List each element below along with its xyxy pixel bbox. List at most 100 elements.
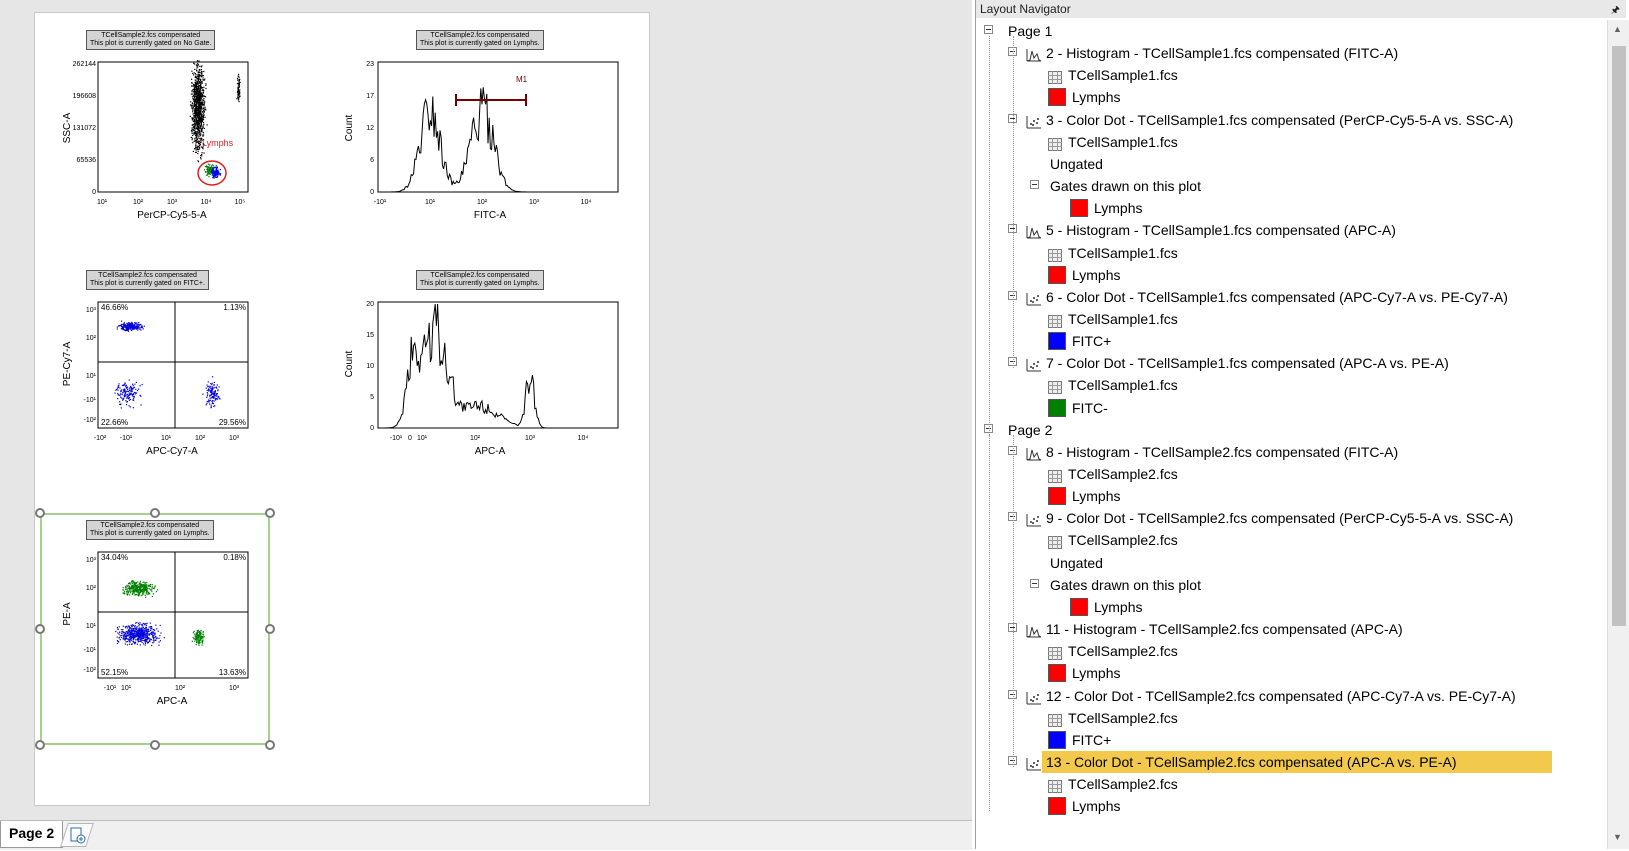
tree-text-node[interactable]: Ungated <box>976 153 1576 175</box>
tree-gate-node[interactable]: Lymphs <box>976 485 1576 507</box>
collapse-toggle-icon[interactable] <box>1008 689 1017 699</box>
event-dot <box>197 160 199 162</box>
event-dot <box>138 636 140 638</box>
event-dot <box>194 87 196 90</box>
tree-gate-group[interactable]: Gates drawn on this plot <box>976 574 1576 596</box>
tree-data-node[interactable]: TCellSample1.fcs <box>976 64 1576 86</box>
collapse-toggle-icon[interactable] <box>1008 224 1017 234</box>
resize-handle-bottom[interactable] <box>150 740 160 750</box>
vertical-scrollbar[interactable]: ▲ ▼ <box>1607 20 1629 849</box>
event-dot <box>216 384 218 386</box>
event-dot <box>197 89 199 91</box>
tree-gate-node[interactable]: Lymphs <box>976 662 1576 684</box>
resize-handle-right[interactable] <box>265 624 275 634</box>
event-dot <box>143 591 145 593</box>
resize-handle-left[interactable] <box>35 624 45 634</box>
tree-gate-node[interactable]: Lymphs <box>976 596 1576 618</box>
tree-data-node[interactable]: TCellSample2.fcs <box>976 463 1576 485</box>
event-dot <box>131 324 133 327</box>
tree-plot-node[interactable]: 5 - Histogram - TCellSample1.fcs compens… <box>976 219 1576 241</box>
tree-plot-node[interactable]: 7 - Color Dot - TCellSample1.fcs compens… <box>976 352 1576 374</box>
collapse-toggle-icon[interactable] <box>1030 578 1039 588</box>
event-dot <box>154 639 156 641</box>
tree-page-node[interactable]: Page 2 <box>976 419 1576 441</box>
tree-plot-node[interactable]: 3 - Color Dot - TCellSample1.fcs compens… <box>976 109 1576 131</box>
pin-icon[interactable]: 🖈 <box>1610 5 1620 16</box>
add-page-button[interactable] <box>60 823 94 847</box>
event-dot <box>197 631 199 633</box>
collapse-toggle-icon[interactable] <box>1008 113 1017 123</box>
event-dot <box>211 384 213 386</box>
event-dot <box>198 77 200 79</box>
scroll-thumb[interactable] <box>1612 46 1626 626</box>
collapse-toggle-icon[interactable] <box>1008 290 1017 300</box>
event-dot <box>196 122 198 124</box>
collapse-toggle-icon[interactable] <box>1008 47 1017 57</box>
tree-connector <box>989 36 990 435</box>
event-dot <box>196 642 198 644</box>
resize-handle-top-right[interactable] <box>265 508 275 518</box>
tree-gate-node[interactable]: FITC- <box>976 397 1576 419</box>
collapse-toggle-icon[interactable] <box>1008 357 1017 367</box>
collapse-toggle-icon[interactable] <box>1008 623 1017 633</box>
tree-plot-node[interactable]: 11 - Histogram - TCellSample2.fcs compen… <box>976 618 1576 640</box>
tree-data-node[interactable]: TCellSample2.fcs <box>976 529 1576 551</box>
tree-plot-node[interactable]: 8 - Histogram - TCellSample2.fcs compens… <box>976 441 1576 463</box>
layout-canvas[interactable]: TCellSample2.fcs compensated This plot i… <box>0 0 972 820</box>
event-dot <box>118 383 120 385</box>
resize-handle-top[interactable] <box>150 508 160 518</box>
tree-gate-node[interactable]: FITC+ <box>976 330 1576 352</box>
event-dot <box>197 635 199 637</box>
scroll-up-icon[interactable]: ▲ <box>1613 24 1622 34</box>
event-dot <box>199 85 201 87</box>
collapse-toggle-icon[interactable] <box>984 25 993 34</box>
event-dot <box>214 397 216 399</box>
tree-plot-node[interactable]: 9 - Color Dot - TCellSample2.fcs compens… <box>976 507 1576 529</box>
tree-gate-node[interactable]: Lymphs <box>976 86 1576 108</box>
resize-handle-top-left[interactable] <box>35 508 45 518</box>
event-dot <box>128 328 130 330</box>
event-dot <box>125 641 127 643</box>
event-dot <box>201 128 203 130</box>
tree-plot-node[interactable]: 6 - Color Dot - TCellSample1.fcs compens… <box>976 286 1576 308</box>
resize-handle-bottom-left[interactable] <box>35 740 45 750</box>
tree-data-node[interactable]: TCellSample1.fcs <box>976 308 1576 330</box>
tree-page-node[interactable]: Page 1 <box>976 20 1576 42</box>
tree-data-node[interactable]: TCellSample2.fcs <box>976 773 1576 795</box>
tree-data-node[interactable]: TCellSample1.fcs <box>976 242 1576 264</box>
marker-label: M1 <box>516 75 528 84</box>
collapse-toggle-icon[interactable] <box>1008 512 1017 522</box>
resize-handle-bottom-right[interactable] <box>265 740 275 750</box>
event-dot <box>192 111 194 113</box>
collapse-toggle-icon[interactable] <box>1008 755 1017 765</box>
event-dot <box>216 387 218 389</box>
selection-frame[interactable] <box>40 513 270 745</box>
collapse-toggle-icon[interactable] <box>1008 445 1017 455</box>
event-dot <box>134 641 136 643</box>
tree-data-node[interactable]: TCellSample1.fcs <box>976 374 1576 396</box>
tree-gate-group[interactable]: Gates drawn on this plot <box>976 175 1576 197</box>
tree-gate-node[interactable]: Lymphs <box>976 197 1576 219</box>
tree-data-node[interactable]: TCellSample2.fcs <box>976 707 1576 729</box>
tree-text-node[interactable]: Ungated <box>976 552 1576 574</box>
event-dot <box>144 585 146 587</box>
collapse-toggle-icon[interactable] <box>984 423 993 433</box>
tree-gate-node[interactable]: FITC+ <box>976 729 1576 751</box>
tree-plot-node[interactable]: 2 - Histogram - TCellSample1.fcs compens… <box>976 42 1576 64</box>
event-dot <box>152 633 154 635</box>
scroll-down-icon[interactable]: ▼ <box>1613 832 1622 842</box>
x-tick: 10³ <box>229 685 240 692</box>
tree-plot-node[interactable]: 12 - Color Dot - TCellSample2.fcs compen… <box>976 685 1576 707</box>
tab-page-2[interactable]: Page 2 <box>0 821 64 848</box>
event-dot <box>129 641 131 643</box>
event-dot <box>195 137 197 139</box>
tree-gate-node[interactable]: Lymphs <box>976 264 1576 286</box>
tree-data-node[interactable]: TCellSample2.fcs <box>976 640 1576 662</box>
tree-gate-node[interactable]: Lymphs <box>976 795 1576 817</box>
event-dot <box>150 639 152 641</box>
event-dot <box>194 68 196 70</box>
tree-data-node[interactable]: TCellSample1.fcs <box>976 131 1576 153</box>
tree-plot-node[interactable]: 13 - Color Dot - TCellSample2.fcs compen… <box>976 750 1576 773</box>
collapse-toggle-icon[interactable] <box>1030 180 1039 190</box>
event-dot <box>152 632 154 634</box>
